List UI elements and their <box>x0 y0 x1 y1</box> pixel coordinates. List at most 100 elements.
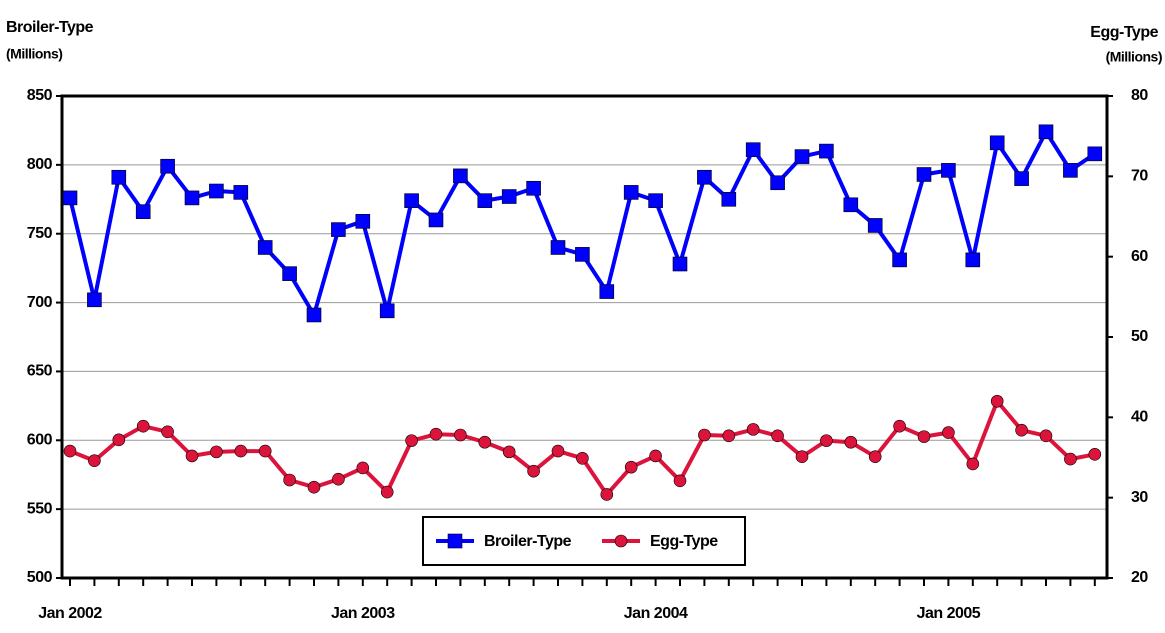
data-point <box>576 452 589 465</box>
data-point <box>624 460 638 474</box>
y-tick-label: 600 <box>27 432 53 449</box>
data-point <box>355 214 371 229</box>
y2-tick-label: 20 <box>1131 569 1148 586</box>
data-point <box>965 252 981 268</box>
y-axis-unit: (Millions) <box>6 46 62 62</box>
data-point <box>623 185 639 200</box>
y2-tick-label: 70 <box>1131 168 1148 185</box>
data-point <box>502 445 516 459</box>
data-point <box>380 485 394 499</box>
data-point <box>550 240 566 255</box>
data-point <box>405 434 418 447</box>
data-point <box>379 303 395 319</box>
data-point <box>600 488 614 501</box>
legend: Broiler-Type Egg-Type <box>422 516 746 566</box>
data-point <box>527 464 540 478</box>
data-point <box>234 444 248 458</box>
data-point <box>698 428 711 442</box>
y-tick-label: 750 <box>27 225 53 242</box>
data-point <box>673 474 687 488</box>
data-point <box>257 240 273 255</box>
data-point <box>160 158 175 174</box>
data-point <box>62 190 78 206</box>
data-point <box>88 454 101 468</box>
data-point <box>404 193 419 208</box>
data-point <box>941 163 956 178</box>
data-point <box>136 419 150 433</box>
data-point <box>794 149 810 164</box>
data-point <box>819 143 834 159</box>
data-point <box>209 183 224 199</box>
data-point <box>1015 423 1028 437</box>
data-point <box>599 284 615 299</box>
y2-tick-label: 50 <box>1131 328 1148 345</box>
data-point <box>820 434 833 447</box>
legend-marker <box>447 533 463 549</box>
data-point <box>917 430 931 443</box>
data-point <box>282 266 297 281</box>
data-point <box>795 450 809 463</box>
data-point <box>185 449 199 463</box>
plot-frame <box>60 94 1109 580</box>
data-point <box>112 433 126 447</box>
plot-area <box>62 96 1107 578</box>
data-point <box>697 169 712 185</box>
data-point <box>453 168 468 184</box>
data-point <box>746 423 760 436</box>
y-tick-label: 500 <box>27 569 53 586</box>
y2-tick-label: 80 <box>1131 87 1148 104</box>
y2-tick-label: 40 <box>1131 409 1148 426</box>
data-point <box>649 449 662 463</box>
data-point <box>989 135 1005 151</box>
data-point <box>1014 171 1029 186</box>
data-point <box>892 252 907 268</box>
data-point <box>868 450 882 463</box>
data-point <box>1088 447 1102 461</box>
data-point <box>1063 163 1078 178</box>
y-tick-label: 550 <box>27 500 53 517</box>
data-point <box>332 472 345 486</box>
data-point <box>477 193 493 208</box>
data-point <box>356 461 370 475</box>
y-tick-label: 650 <box>27 363 53 380</box>
data-point <box>161 425 174 439</box>
data-point <box>87 292 102 308</box>
data-point <box>942 426 955 439</box>
data-point <box>867 218 883 233</box>
y2-tick-label: 60 <box>1131 248 1148 265</box>
legend-label: Broiler-Type <box>484 533 572 550</box>
y2-axis-label: Egg-Type <box>1090 24 1158 41</box>
data-point <box>916 167 932 182</box>
data-point <box>770 175 785 191</box>
data-point <box>233 185 249 200</box>
x-tick-label: Jan 2005 <box>917 605 981 622</box>
data-point <box>184 190 200 206</box>
y2-axis-unit: (Millions) <box>1106 49 1162 65</box>
data-point <box>429 427 443 441</box>
data-point <box>135 204 151 219</box>
legend-label: Egg-Type <box>650 533 718 550</box>
y-tick-label: 850 <box>27 87 53 104</box>
data-point <box>111 169 127 185</box>
data-point <box>478 435 492 449</box>
data-point <box>63 444 77 458</box>
data-point <box>844 435 858 449</box>
y-axis-label: Broiler-Type <box>6 19 94 36</box>
x-tick-label: Jan 2004 <box>624 605 688 622</box>
data-point <box>258 444 272 458</box>
y-tick-label: 800 <box>27 156 53 173</box>
data-point <box>454 428 467 442</box>
data-point <box>428 212 444 228</box>
y2-tick-label: 30 <box>1131 489 1148 506</box>
data-point <box>1087 146 1103 162</box>
data-point <box>672 256 688 272</box>
data-point <box>893 419 906 433</box>
data-point <box>501 189 517 204</box>
data-point <box>1038 124 1054 140</box>
x-tick-label: Jan 2002 <box>38 605 102 622</box>
data-point <box>648 193 663 208</box>
legend-marker <box>614 534 628 548</box>
data-point <box>771 429 784 443</box>
